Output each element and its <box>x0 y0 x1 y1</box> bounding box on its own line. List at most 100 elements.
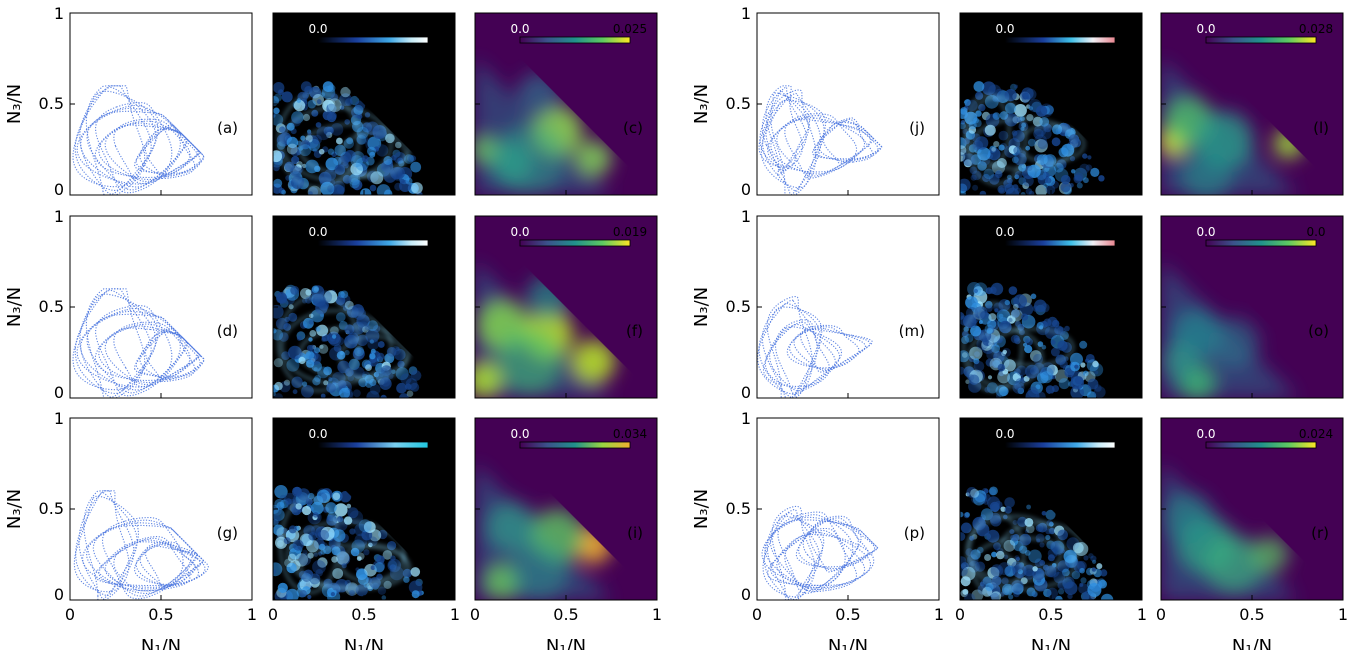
density-map <box>475 58 612 195</box>
colorbar-min-label: 0.0 <box>308 225 327 239</box>
panel-c: 0.0 0.025 (c) <box>474 12 658 196</box>
density-map <box>960 282 1106 398</box>
density-map <box>1161 261 1298 398</box>
colorbar <box>1004 36 1116 44</box>
colorbar <box>1004 441 1116 449</box>
panel-frame <box>69 215 253 399</box>
panel-g: (g) 0 0.5 1 N₃/N 0 0.5 1 N₁/N <box>4 409 257 650</box>
panel-label: (a) <box>217 119 238 137</box>
y-tick-label: 0.5 <box>39 499 64 518</box>
panel-m: (m) 0 0.5 1 N₃/N <box>691 207 940 402</box>
panel-label: (j) <box>909 119 925 137</box>
y-tick-label: 1 <box>741 409 751 428</box>
density-map <box>475 463 612 600</box>
trajectory <box>757 295 873 399</box>
x-tick-label: 0.5 <box>835 605 860 624</box>
panel-label: (o) <box>1308 322 1329 340</box>
colorbar-max-label: 0.046 <box>1098 427 1132 441</box>
x-tick-label: 1 <box>652 605 662 624</box>
x-tick-label: 0.5 <box>351 605 376 624</box>
colorbar-min-label: 0.0 <box>510 22 529 36</box>
panel-label: (q) <box>1107 524 1128 542</box>
y-axis-label: N₃/N <box>691 287 712 327</box>
x-tick-label: 0 <box>470 605 480 624</box>
trajectory <box>72 85 205 196</box>
colorbar-max-label: 0.077 <box>1098 22 1132 36</box>
panel-n: 0.0 0.032 (n) <box>959 215 1143 399</box>
panel-label: (m) <box>899 322 925 340</box>
panel-label: (d) <box>217 322 238 340</box>
colorbar <box>317 239 429 247</box>
y-axis-label: N₃/N <box>4 489 25 529</box>
colorbar-max-label: 0.055 <box>411 22 445 36</box>
colorbar-min-label: 0.0 <box>510 427 529 441</box>
x-axis-label: N₁/N <box>828 636 868 650</box>
panel-frame <box>756 417 940 601</box>
trajectory <box>761 505 879 601</box>
x-tick-label: 0.5 <box>553 605 578 624</box>
colorbar-max-label: 0.025 <box>613 22 647 36</box>
y-tick-label: 1 <box>54 207 64 226</box>
y-axis-label: N₃/N <box>4 287 25 327</box>
panel-p: (p) 0 0.5 1 N₃/N 0 0.5 1 N₁/N <box>691 409 944 650</box>
colorbar-max-label: 0.019 <box>613 225 647 239</box>
colorbar-min-label: 0.0 <box>308 22 327 36</box>
panel-label: (c) <box>623 119 643 137</box>
colorbar <box>519 239 631 247</box>
colorbar-max-label: 0.0 <box>1306 225 1325 239</box>
colorbar <box>317 36 429 44</box>
colorbar-min-label: 0.0 <box>1196 427 1215 441</box>
panel-label: (h) <box>420 524 441 542</box>
trajectory <box>758 85 883 196</box>
x-axis-label: N₁/N <box>1031 636 1071 650</box>
panel-label: (f) <box>626 322 643 340</box>
colorbar-max-label: 0.089 <box>411 427 445 441</box>
colorbar <box>519 36 631 44</box>
x-axis-label: N₁/N <box>344 636 384 650</box>
y-tick-label: 0.5 <box>726 94 751 113</box>
panel-f: 0.0 0.019 (f) <box>474 215 658 399</box>
x-tick-label: 1 <box>934 605 944 624</box>
density-map <box>960 486 1114 600</box>
x-tick-label: 1 <box>1137 605 1147 624</box>
panel-label: (b) <box>420 119 441 137</box>
colorbar-max-label: 0.032 <box>1098 225 1132 239</box>
colorbar <box>1004 239 1116 247</box>
y-tick-label: 1 <box>54 4 64 23</box>
panel-d: (d) 0 0.5 1 N₃/N <box>4 207 253 402</box>
panel-label: (i) <box>627 524 643 542</box>
density-map <box>1161 58 1303 195</box>
panel-frame <box>69 417 253 601</box>
panel-e: 0.0 0.056 (e) <box>272 215 456 399</box>
density-map <box>273 284 422 398</box>
x-tick-label: 1 <box>450 605 460 624</box>
x-tick-label: 0 <box>268 605 278 624</box>
x-tick-label: 0.5 <box>1038 605 1063 624</box>
density-map <box>475 261 616 398</box>
x-axis-label: N₁/N <box>546 636 586 650</box>
colorbar <box>1205 36 1317 44</box>
x-axis-label: N₁/N <box>141 636 181 650</box>
density-map <box>273 485 424 600</box>
panel-i: 0.0 0.034 (i) 0 0.5 1 N₁/N <box>470 417 662 650</box>
colorbar-min-label: 0.0 <box>1196 225 1215 239</box>
panel-label: (k) <box>1108 119 1128 137</box>
y-tick-label: 0.5 <box>39 297 64 316</box>
colorbar <box>1205 239 1317 247</box>
panel-a: (a) 0 0.5 1 N₃/N <box>4 4 253 199</box>
colorbar-max-label: 0.056 <box>411 225 445 239</box>
y-axis-label: N₃/N <box>4 84 25 124</box>
y-tick-label: 0.5 <box>39 94 64 113</box>
density-map <box>960 81 1105 195</box>
y-tick-label: 0.5 <box>726 499 751 518</box>
x-tick-label: 0 <box>65 605 75 624</box>
panel-k: 0.0 0.077 (k) <box>959 12 1143 196</box>
y-tick-label: 0.5 <box>726 297 751 316</box>
colorbar-min-label: 0.0 <box>995 427 1014 441</box>
colorbar-min-label: 0.0 <box>995 225 1014 239</box>
x-tick-label: 0.5 <box>148 605 173 624</box>
panel-label: (n) <box>1107 322 1128 340</box>
panel-h: 0.0 0.089 (h) 0 0.5 1 N₁/N <box>268 417 460 650</box>
colorbar-min-label: 0.0 <box>510 225 529 239</box>
